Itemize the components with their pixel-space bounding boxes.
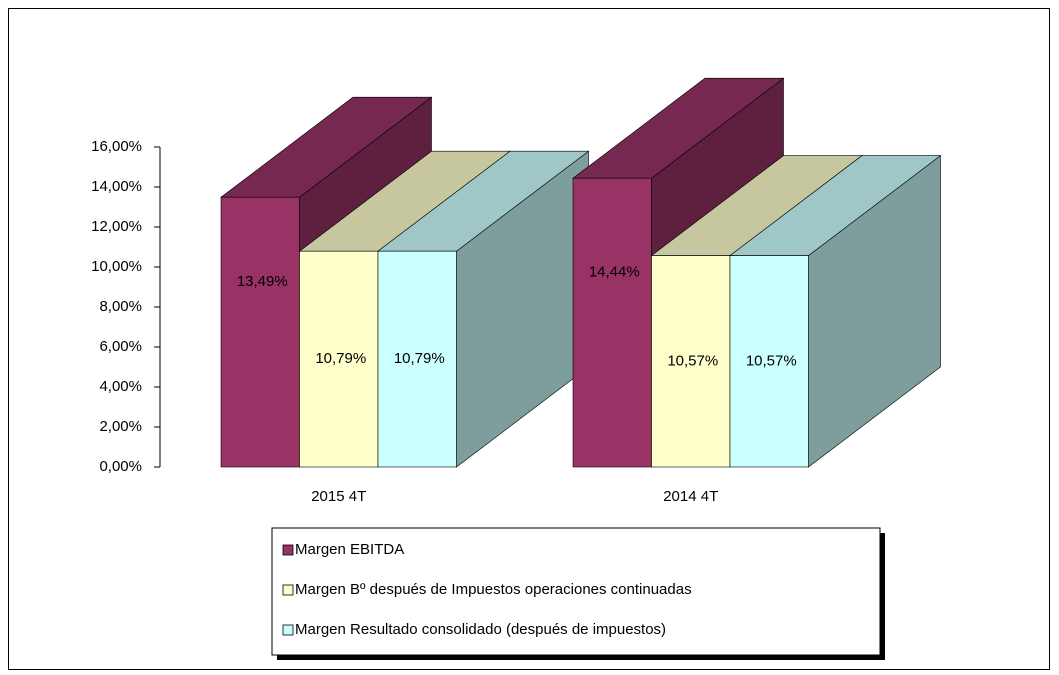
data-label: 10,79% xyxy=(394,350,445,367)
data-label: 14,44% xyxy=(589,264,640,281)
y-tick-label: 8,00% xyxy=(99,298,142,315)
legend-label: Margen Resultado consolidado (después de… xyxy=(295,621,666,638)
y-tick-label: 16,00% xyxy=(91,138,142,155)
data-label: 13,49% xyxy=(237,273,288,290)
data-label: 10,57% xyxy=(746,352,797,369)
legend-swatch xyxy=(282,584,294,596)
y-tick-label: 2,00% xyxy=(99,418,142,435)
y-tick-label: 14,00% xyxy=(91,178,142,195)
y-tick-label: 4,00% xyxy=(99,378,142,395)
legend-swatch xyxy=(282,624,294,636)
legend xyxy=(271,527,881,656)
bar xyxy=(651,255,731,468)
data-label: 10,79% xyxy=(315,350,366,367)
bar xyxy=(299,250,379,468)
legend-label: Margen EBITDA xyxy=(295,541,404,558)
bar xyxy=(572,177,652,468)
legend-swatch xyxy=(282,544,294,556)
bar xyxy=(220,196,300,468)
y-tick-label: 12,00% xyxy=(91,218,142,235)
x-tick-label: 2014 4T xyxy=(663,488,718,505)
y-tick-label: 0,00% xyxy=(99,458,142,475)
data-label: 10,57% xyxy=(667,352,718,369)
legend-label: Margen Bº después de Impuestos operacion… xyxy=(295,581,692,598)
y-tick-label: 10,00% xyxy=(91,258,142,275)
bar xyxy=(377,250,457,468)
bar xyxy=(729,255,809,468)
x-tick-label: 2015 4T xyxy=(311,488,366,505)
y-tick-label: 6,00% xyxy=(99,338,142,355)
